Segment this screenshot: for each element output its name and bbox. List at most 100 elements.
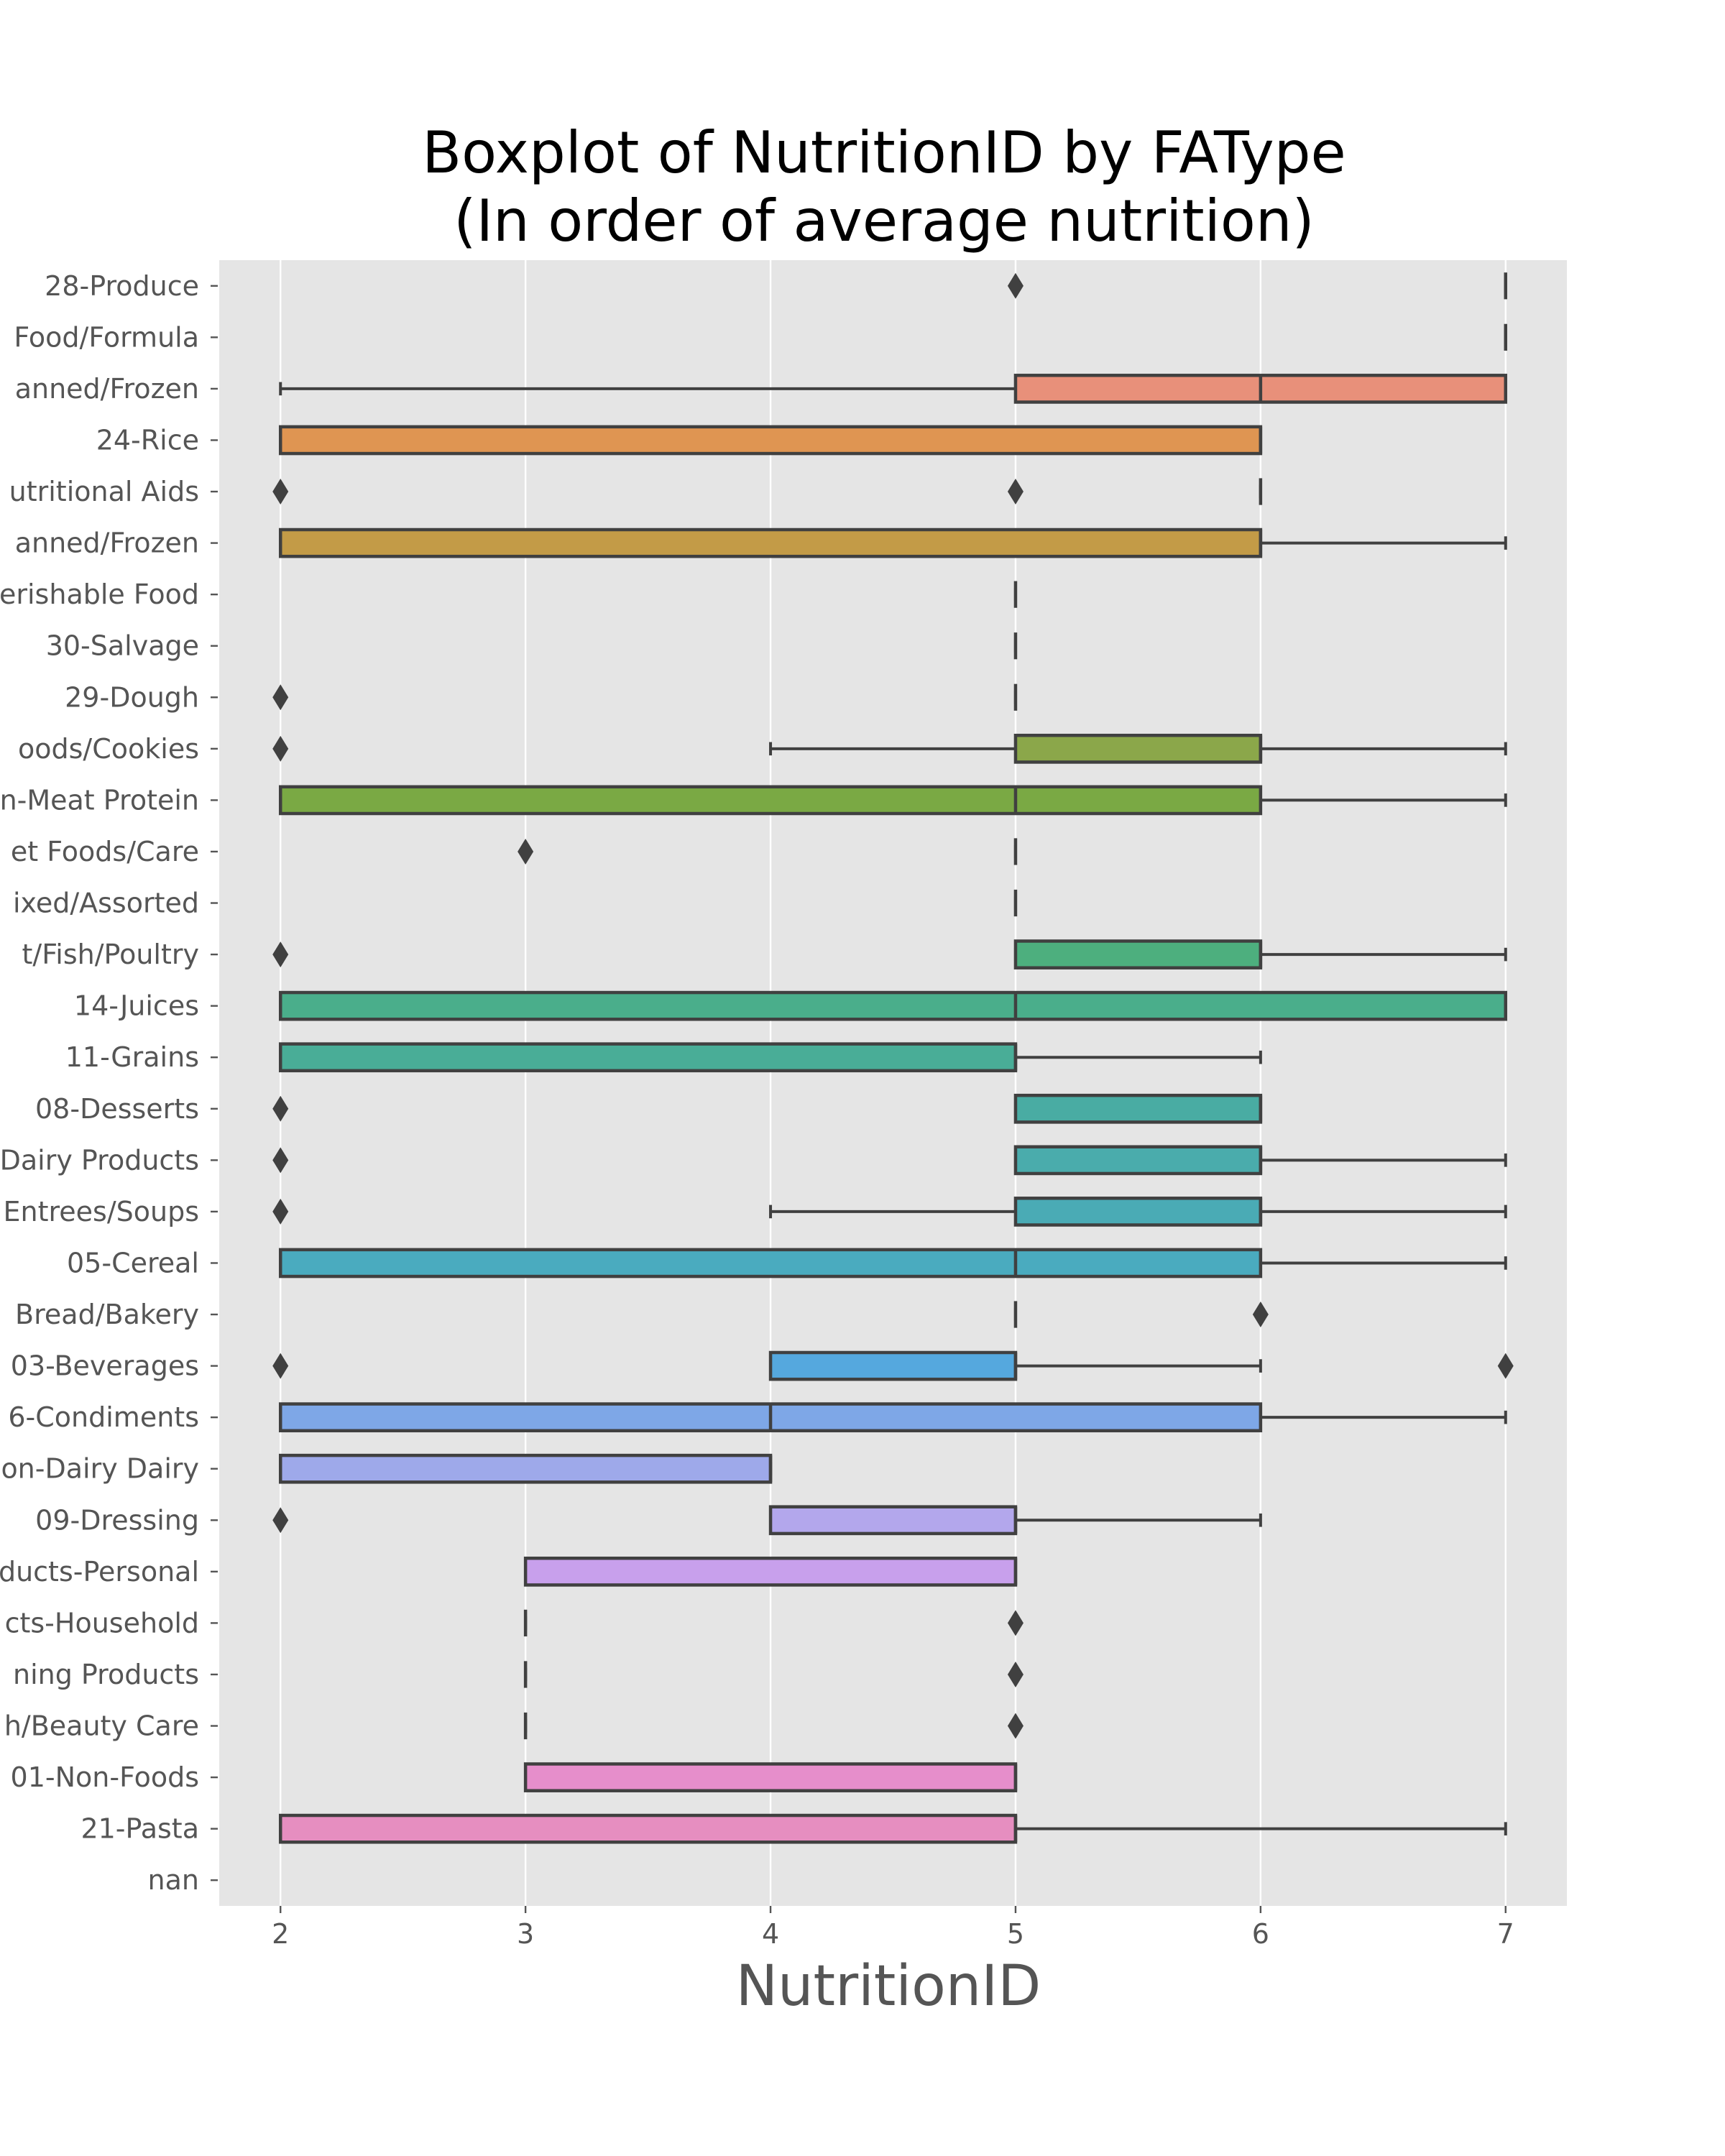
- box: [278, 1453, 773, 1484]
- box-group: [278, 1813, 1507, 1844]
- y-tick-label: ducts-Personal: [0, 1556, 199, 1588]
- box-group: [278, 528, 1507, 558]
- outlier-point: [272, 1353, 289, 1379]
- box-group: [272, 939, 1507, 969]
- y-tick-label: et Foods/Care: [11, 836, 199, 867]
- box-group: [523, 1661, 1024, 1688]
- box-group: [1013, 1301, 1269, 1328]
- y-tick-label: 6-Condiments: [8, 1401, 199, 1433]
- box-group: [279, 374, 1508, 404]
- x-tick-label: 6: [1252, 1918, 1269, 1950]
- box: [278, 1248, 1263, 1279]
- outlier-point: [1007, 479, 1024, 505]
- box-group: [523, 1712, 1024, 1740]
- box: [768, 1350, 1018, 1381]
- y-tick-label: t/Fish/Poultry: [22, 939, 200, 970]
- x-tick-label: 4: [762, 1918, 779, 1950]
- y-tick-label: 08-Desserts: [35, 1093, 199, 1125]
- x-tick-label: 2: [272, 1918, 289, 1950]
- box: [1013, 1145, 1263, 1176]
- x-tick-label: 7: [1497, 1918, 1514, 1950]
- y-tick-label: 03-Beverages: [11, 1350, 199, 1382]
- outlier-point: [272, 1198, 289, 1225]
- box: [768, 1505, 1018, 1536]
- y-tick-label: Dairy Products: [0, 1144, 199, 1176]
- box: [278, 785, 1263, 816]
- y-tick-label: ning Products: [13, 1659, 199, 1690]
- x-tick-label: 5: [1007, 1918, 1024, 1950]
- y-tick-label: on-Dairy Dairy: [1, 1453, 199, 1485]
- y-tick-label: 21-Pasta: [80, 1813, 199, 1845]
- box-group: [272, 683, 1018, 711]
- box-group: [523, 1762, 1018, 1792]
- box-group: [1007, 272, 1508, 300]
- box-group: [272, 478, 1263, 505]
- box-group: [272, 1197, 1507, 1227]
- y-tick-label: 14-Juices: [74, 990, 199, 1022]
- x-tick-label: 3: [517, 1918, 534, 1950]
- outlier-point: [1497, 1353, 1514, 1379]
- y-tick-label: Food/Formula: [14, 321, 199, 353]
- box-group: [272, 1093, 1263, 1124]
- outlier-point: [518, 838, 534, 865]
- y-tick-label: 05-Cereal: [67, 1247, 199, 1279]
- outlier-point: [1007, 1610, 1024, 1636]
- x-axis-ticks: 2 3 4 5 6 7: [272, 1906, 1514, 1950]
- y-tick-label: 29-Dough: [65, 681, 199, 713]
- box-group: [278, 425, 1263, 456]
- box: [1013, 1197, 1263, 1227]
- box: [278, 528, 1263, 558]
- box-group: [278, 1453, 773, 1484]
- chart-title-line-2: (In order of average nutrition): [454, 188, 1315, 254]
- y-tick-label: n-Meat Protein: [0, 784, 199, 816]
- box-group: [278, 1042, 1262, 1073]
- y-tick-label: cts-Household: [5, 1607, 199, 1639]
- outlier-point: [272, 479, 289, 505]
- box-group: [278, 1402, 1507, 1433]
- box: [1013, 733, 1263, 764]
- outlier-point: [272, 941, 289, 968]
- x-axis-label: NutritionID: [736, 1954, 1041, 2019]
- box: [278, 425, 1263, 456]
- outlier-point: [272, 735, 289, 762]
- box: [523, 1762, 1018, 1792]
- y-tick-label: nan: [148, 1864, 199, 1896]
- boxes: [272, 272, 1514, 1844]
- box: [1013, 939, 1263, 969]
- box-group: [272, 1145, 1507, 1176]
- y-tick-label: erishable Food: [0, 579, 199, 610]
- box: [278, 1042, 1018, 1073]
- y-tick-label: Bread/Bakery: [15, 1299, 199, 1330]
- outlier-point: [1007, 1661, 1024, 1687]
- box: [278, 990, 1508, 1021]
- outlier-point: [1007, 1713, 1024, 1739]
- outlier-point: [1007, 272, 1024, 299]
- box-group: [523, 1556, 1018, 1587]
- y-tick-label: anned/Frozen: [15, 373, 199, 405]
- box: [523, 1556, 1018, 1587]
- y-tick-label: h/Beauty Care: [4, 1710, 199, 1742]
- outlier-point: [272, 1147, 289, 1174]
- y-tick-label: 24-Rice: [96, 424, 199, 456]
- y-axis-ticks: 28-Produce Food/Formula anned/Frozen 24-Ric…: [0, 270, 218, 1896]
- outlier-point: [272, 1095, 289, 1122]
- y-tick-label: 11-Grains: [65, 1041, 199, 1073]
- y-tick-label: Entrees/Soups: [3, 1196, 199, 1227]
- box-group: [278, 1248, 1507, 1279]
- y-tick-label: 28-Produce: [45, 270, 199, 302]
- box-group: [272, 1350, 1514, 1381]
- chart-title-line-1: Boxplot of NutritionID by FAType: [422, 119, 1346, 186]
- box-group: [272, 1505, 1262, 1536]
- box: [1013, 1093, 1263, 1124]
- box-group: [278, 990, 1508, 1021]
- box-group: [272, 733, 1507, 764]
- outlier-point: [1252, 1302, 1269, 1328]
- y-tick-label: oods/Cookies: [18, 733, 199, 765]
- outlier-point: [272, 684, 289, 711]
- y-tick-label: 01-Non-Foods: [11, 1761, 199, 1793]
- box-group: [278, 785, 1507, 816]
- box-group: [518, 838, 1018, 865]
- box-group: [523, 1609, 1024, 1637]
- box: [278, 1813, 1018, 1844]
